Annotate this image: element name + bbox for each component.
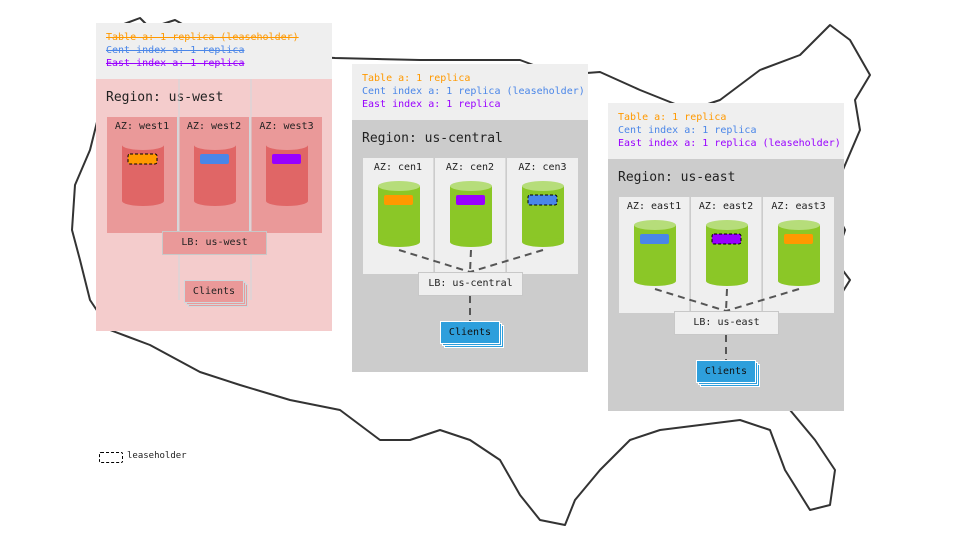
availability-zone: AZ: cen2 <box>435 158 506 274</box>
availability-zone: AZ: west3 <box>251 117 322 233</box>
database-node-icon <box>194 140 236 206</box>
replica-summary-line: East index a: 1 replica (leaseholder) <box>618 138 841 149</box>
clients-box: Clients <box>440 321 500 344</box>
replica-summary-line: Cent index a: 1 replica <box>618 125 757 136</box>
replica-summary-line: East index a: 1 replica <box>362 99 501 110</box>
leaseholder-replica <box>711 233 742 245</box>
clients-stack: Clients <box>184 280 248 307</box>
replica <box>272 154 301 164</box>
replica-summary-line: Table a: 1 replica (leaseholder) <box>106 32 299 43</box>
region-area: Region: us-central AZ: cen1 AZ: cen2 AZ: ce… <box>352 120 588 372</box>
clients-box: Clients <box>184 280 244 303</box>
leaseholder-replica <box>527 194 558 206</box>
az-label: AZ: cen1 <box>373 162 423 173</box>
database-node-icon <box>778 220 820 286</box>
availability-zone: AZ: east1 <box>619 197 690 313</box>
load-balancer: LB: us-west <box>162 231 267 255</box>
database-node-icon <box>266 140 308 206</box>
replica <box>640 234 669 244</box>
database-node-icon <box>450 181 492 247</box>
replica-summary-line: Cent index a: 1 replica (leaseholder) <box>362 86 585 97</box>
replica-summary: Table a: 1 replica Cent index a: 1 replic… <box>608 103 844 159</box>
az-row: AZ: cen1 AZ: cen2 AZ: cen3 <box>363 158 578 274</box>
region-area: Region: us-west AZ: west1 AZ: west2 AZ: wes… <box>96 79 332 331</box>
region-label: Region: us-east <box>618 170 736 185</box>
database-node-icon <box>522 181 564 247</box>
replica <box>200 154 229 164</box>
availability-zone: AZ: west2 <box>179 117 250 233</box>
az-label: AZ: west2 <box>186 121 242 132</box>
az-row: AZ: west1 AZ: west2 AZ: west3 <box>107 117 322 233</box>
replica-summary-line: Table a: 1 replica <box>618 112 727 123</box>
availability-zone: AZ: west1 <box>107 117 178 233</box>
region-panel-us-east: Table a: 1 replica Cent index a: 1 replic… <box>608 103 844 411</box>
clients-stack: Clients <box>440 321 504 348</box>
database-node-icon <box>706 220 748 286</box>
load-balancer: LB: us-central <box>418 272 523 296</box>
database-node-icon <box>122 140 164 206</box>
az-row: AZ: east1 AZ: east2 AZ: east3 <box>619 197 834 313</box>
legend-label: leaseholder <box>127 451 187 461</box>
leaseholder-dashed-box-icon <box>99 452 123 463</box>
availability-zone: AZ: east3 <box>763 197 834 313</box>
az-label: AZ: west3 <box>259 121 314 132</box>
database-node-icon <box>634 220 676 286</box>
region-area: Region: us-east AZ: east1 AZ: east2 AZ: eas… <box>608 159 844 411</box>
region-label: Region: us-central <box>362 131 503 146</box>
replica-summary: Table a: 1 replica Cent index a: 1 replic… <box>352 64 588 120</box>
clients-stack: Clients <box>696 360 760 387</box>
az-label: AZ: east3 <box>771 201 826 212</box>
database-node-icon <box>378 181 420 247</box>
availability-zone: AZ: east2 <box>691 197 762 313</box>
replica <box>784 234 813 244</box>
replica-summary-line: Table a: 1 replica <box>362 73 471 84</box>
replica-summary: Table a: 1 replica (leaseholder) Cent ind… <box>96 23 332 79</box>
region-label: Region: us-west <box>106 90 224 105</box>
replica <box>456 195 485 205</box>
az-label: AZ: east1 <box>626 201 682 212</box>
replica-summary-line: Cent index a: 1 replica <box>106 45 245 56</box>
availability-zone: AZ: cen3 <box>507 158 578 274</box>
az-label: AZ: cen2 <box>445 162 495 173</box>
region-panel-us-west: Table a: 1 replica (leaseholder) Cent ind… <box>96 23 332 331</box>
clients-box: Clients <box>696 360 756 383</box>
az-label: AZ: west1 <box>114 121 170 132</box>
az-label: AZ: cen3 <box>518 162 567 173</box>
replica <box>384 195 413 205</box>
region-panel-us-central: Table a: 1 replica Cent index a: 1 replic… <box>352 64 588 372</box>
replica-summary-line: East index a: 1 replica <box>106 58 245 69</box>
availability-zone: AZ: cen1 <box>363 158 434 274</box>
az-label: AZ: east2 <box>698 201 754 212</box>
leaseholder-replica <box>127 153 158 165</box>
load-balancer: LB: us-east <box>674 311 779 335</box>
